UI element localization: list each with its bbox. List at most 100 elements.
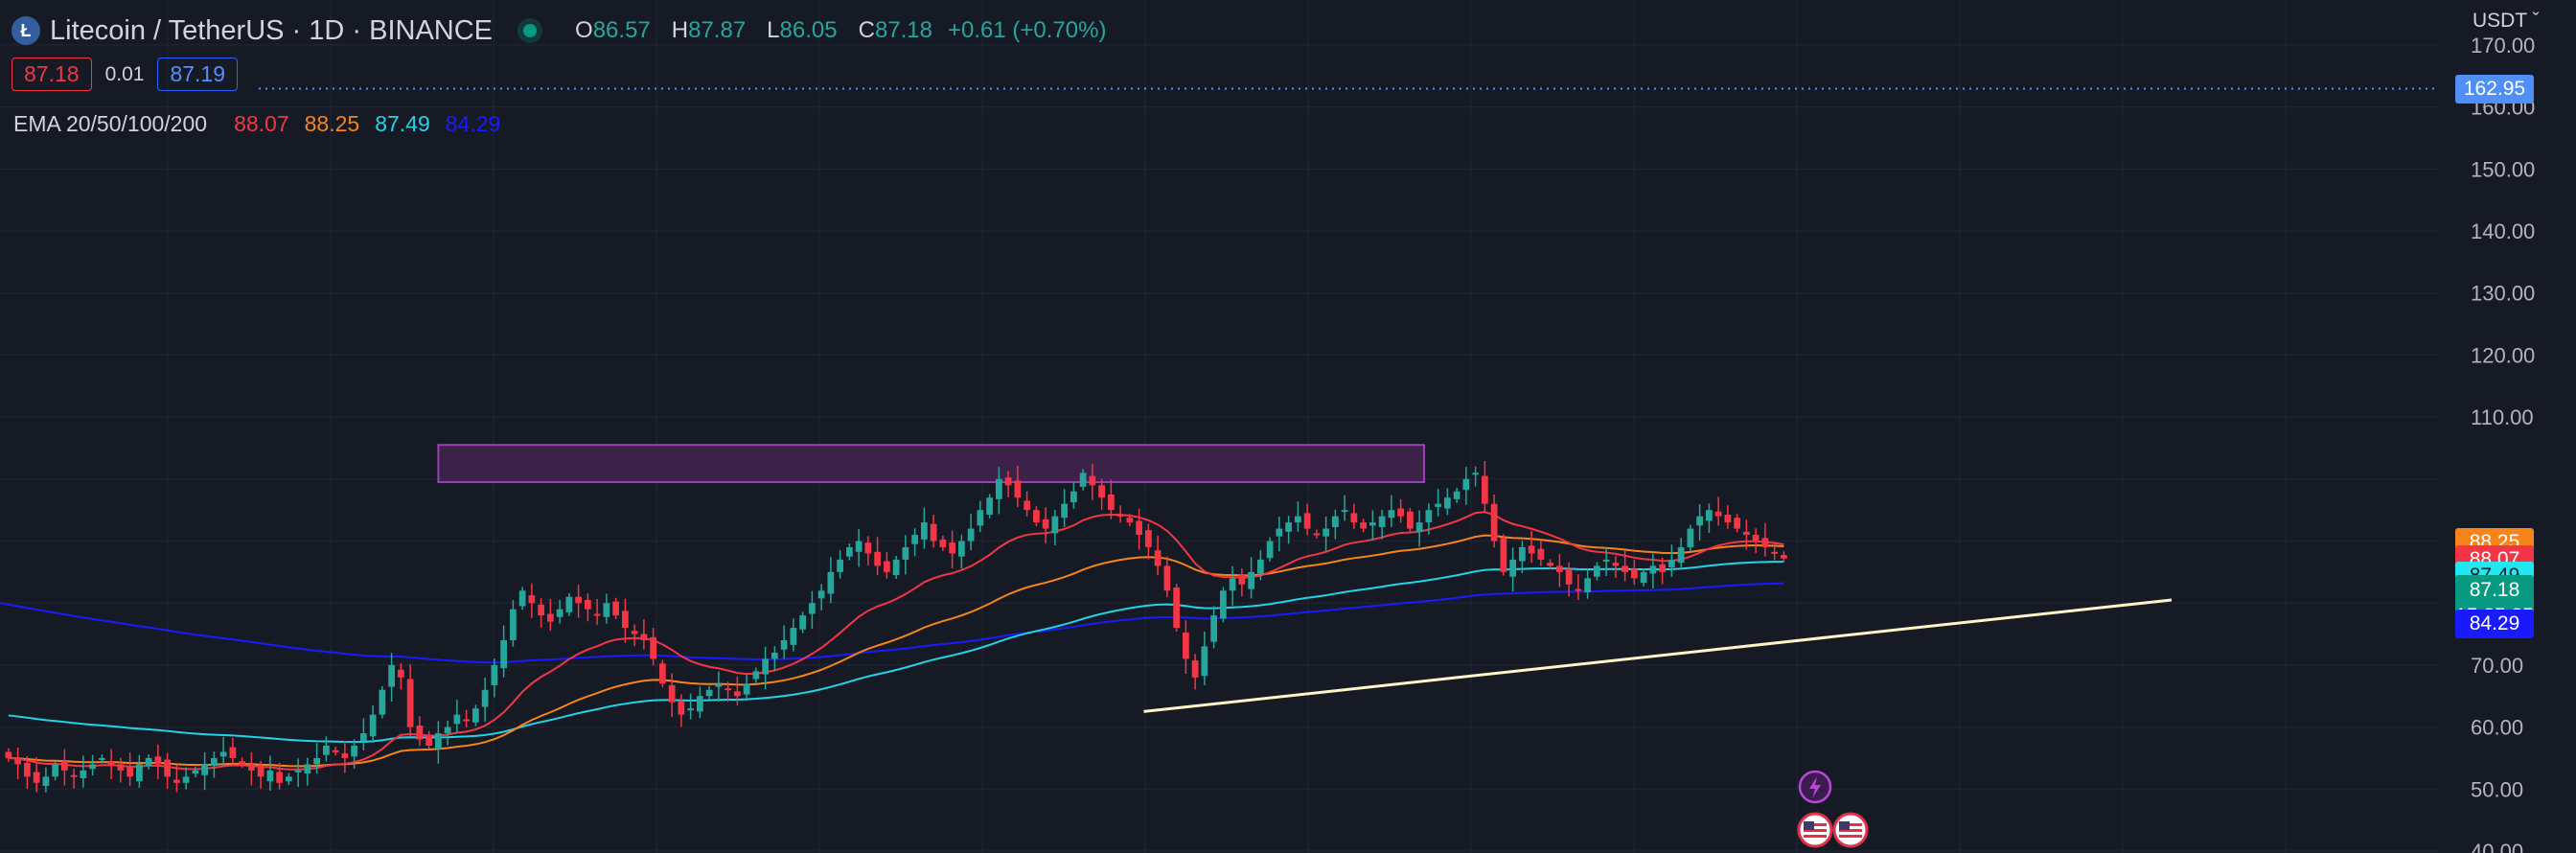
- candle-body: [1229, 578, 1236, 591]
- candle-body: [1070, 491, 1077, 503]
- candle-body: [1313, 533, 1321, 536]
- candle-body: [33, 772, 40, 783]
- candle-body: [1472, 473, 1479, 475]
- chart-header: Ł Litecoin / TetherUS · 1D · BINANCE O86…: [12, 12, 1106, 50]
- candle-body: [463, 719, 470, 722]
- y-tick-label: 40.00: [2471, 840, 2523, 853]
- candle-body: [398, 669, 404, 678]
- candle-body: [790, 628, 797, 645]
- candle-body: [219, 751, 227, 757]
- candle-body: [921, 522, 928, 540]
- open-value: 86.57: [592, 17, 651, 43]
- y-tick-label: 150.00: [2471, 157, 2535, 181]
- candle-body: [939, 539, 947, 547]
- candle-body: [332, 749, 339, 752]
- candle-body: [640, 634, 648, 641]
- lightning-icon[interactable]: [1797, 769, 1833, 805]
- candle-body: [528, 595, 536, 604]
- candle-body: [136, 764, 143, 782]
- candle-body: [117, 764, 125, 771]
- candle-body: [182, 776, 190, 783]
- ema200-line: [0, 582, 1784, 664]
- candle-body: [304, 764, 311, 774]
- candle-body: [1014, 480, 1022, 498]
- candle-body: [874, 551, 881, 566]
- ema-legend[interactable]: EMA 20/50/100/200 88.07 88.25 87.49 84.2…: [13, 111, 500, 137]
- us-flag-icon[interactable]: [1831, 811, 1870, 849]
- candle-body: [1154, 550, 1162, 566]
- buy-button[interactable]: 87.19: [157, 58, 238, 91]
- candle-body: [1435, 503, 1441, 507]
- candle-body: [817, 590, 825, 599]
- candle-body: [1360, 522, 1367, 529]
- candle-body: [799, 615, 806, 630]
- candle-body: [1612, 563, 1620, 566]
- candle-body: [379, 689, 386, 715]
- candle-body: [435, 733, 442, 749]
- candle-body: [1397, 508, 1404, 517]
- candle-body: [1303, 513, 1311, 529]
- candle-body: [1528, 545, 1535, 554]
- sell-button[interactable]: 87.18: [12, 58, 92, 91]
- ema200-value: 84.29: [445, 111, 501, 136]
- candle-body: [14, 759, 21, 765]
- candle-body: [1509, 559, 1516, 577]
- market-status-icon[interactable]: [523, 24, 538, 37]
- candle-body: [453, 714, 461, 725]
- candle-body: [1668, 559, 1675, 567]
- ema100-line: [8, 561, 1784, 744]
- candle-body: [1116, 515, 1124, 518]
- candle-body: [1248, 571, 1254, 589]
- candle-body: [967, 528, 975, 542]
- candle-body: [1640, 571, 1647, 584]
- candle-body: [1500, 538, 1507, 572]
- candle-body: [668, 684, 676, 703]
- bid-ask-panel: 87.18 0.01 87.19: [12, 58, 238, 91]
- candle-body: [1575, 588, 1582, 591]
- candle-body: [89, 764, 96, 770]
- candle-body: [1444, 497, 1451, 509]
- y-tick-label: 140.00: [2471, 219, 2535, 243]
- candle-body: [1257, 559, 1264, 574]
- candle-body: [1594, 565, 1600, 577]
- currency-selector[interactable]: USDT ˇ: [2472, 10, 2540, 32]
- candle-body: [1033, 510, 1040, 523]
- us-flag-icon[interactable]: [1796, 811, 1834, 849]
- candle-body: [902, 546, 909, 560]
- candle-body: [977, 510, 984, 526]
- ema100-value: 87.49: [375, 111, 430, 136]
- candle-body: [593, 613, 601, 616]
- ema-legend-label[interactable]: EMA 20/50/100/200: [13, 111, 208, 136]
- candle-body: [416, 725, 424, 740]
- candle-body: [276, 772, 283, 783]
- candle-body: [1332, 516, 1339, 527]
- candle-body: [1752, 535, 1760, 542]
- candle-body: [266, 770, 274, 782]
- candle-body: [1537, 548, 1545, 560]
- symbol-title[interactable]: Litecoin / TetherUS · 1D · BINANCE: [50, 14, 494, 46]
- alert-price-tag[interactable]: 162.95: [2455, 74, 2534, 104]
- candle-body: [827, 571, 835, 594]
- candle-body: [1415, 522, 1423, 532]
- candle-body: [911, 535, 918, 544]
- resistance-zone-box: [437, 444, 1425, 484]
- candle-body: [61, 761, 68, 771]
- candle-body: [1462, 478, 1470, 491]
- candle-body: [752, 671, 760, 680]
- candle-body: [996, 478, 1002, 499]
- candle-body: [697, 696, 703, 712]
- litecoin-logo-icon[interactable]: Ł: [12, 16, 40, 45]
- candle-body: [734, 691, 741, 697]
- candle-body: [1004, 477, 1012, 486]
- candle-body: [1136, 520, 1142, 536]
- candle-body: [1696, 516, 1703, 526]
- ema200-price-tag: 84.29: [2455, 609, 2534, 638]
- candle-body: [603, 603, 610, 617]
- candle-body: [52, 764, 58, 777]
- candle-body: [341, 753, 349, 758]
- candle-body: [369, 714, 377, 737]
- candle-body: [659, 663, 666, 684]
- candle-body: [1724, 515, 1732, 523]
- candle-body: [1622, 565, 1628, 572]
